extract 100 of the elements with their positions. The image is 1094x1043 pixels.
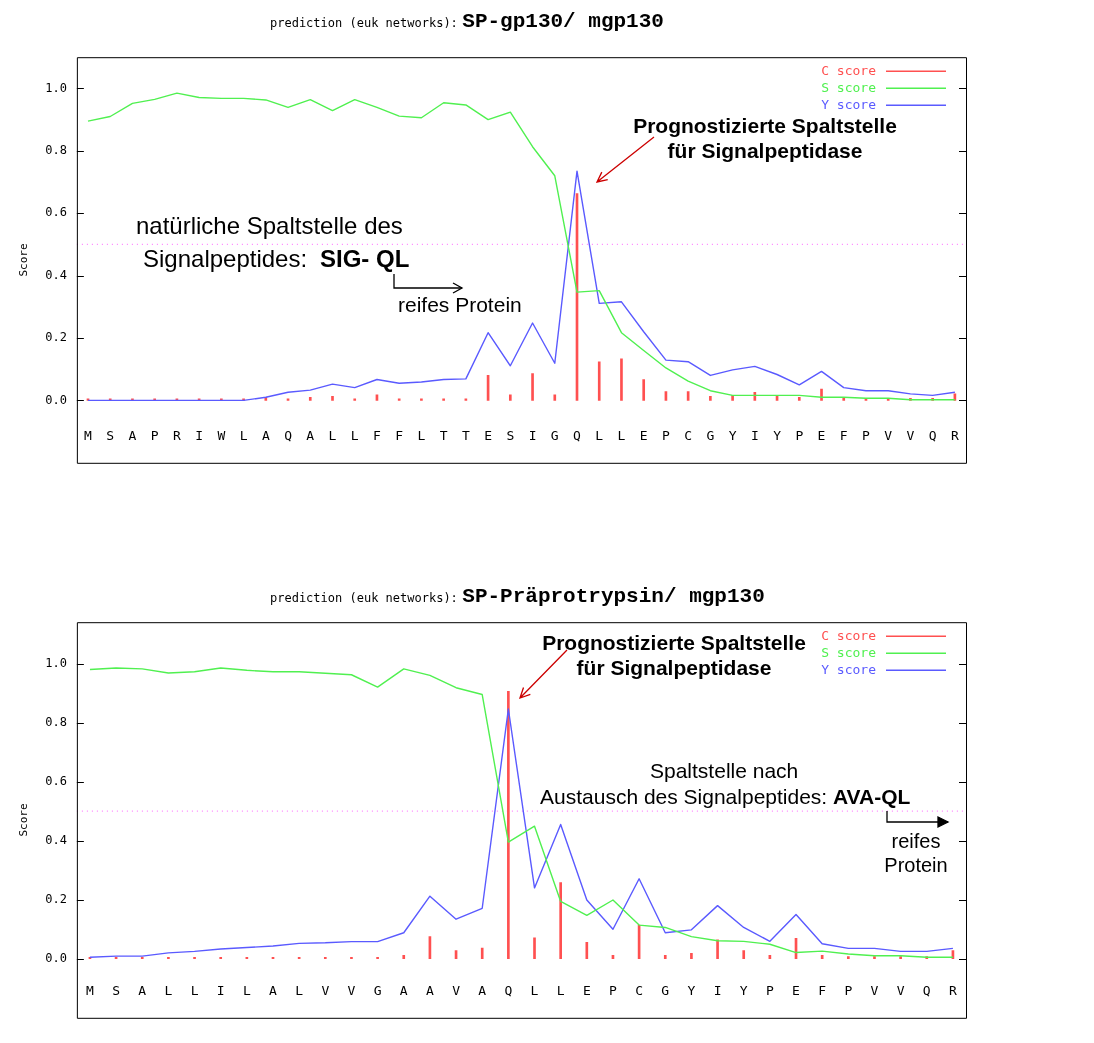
legend-label: C score bbox=[821, 62, 877, 78]
bar bbox=[709, 396, 712, 401]
bar bbox=[642, 379, 646, 401]
x-tick-label: E bbox=[817, 427, 826, 443]
x-tick-label: E bbox=[639, 427, 648, 443]
bar bbox=[480, 947, 484, 960]
bar bbox=[353, 398, 357, 401]
bar bbox=[167, 956, 170, 960]
x-tick-label: F bbox=[839, 427, 848, 443]
bar bbox=[559, 882, 562, 960]
x-tick-label: G bbox=[373, 982, 382, 998]
x-tick-label: I bbox=[713, 982, 722, 998]
x-tick-label: L bbox=[295, 982, 304, 998]
bar bbox=[397, 398, 401, 401]
x-tick-label: V bbox=[870, 982, 879, 998]
bar bbox=[442, 398, 445, 401]
x-tick-label: V bbox=[896, 982, 905, 998]
x-tick-label: L bbox=[595, 427, 604, 443]
x-tick-label: A bbox=[399, 982, 408, 998]
x-tick-label: M bbox=[86, 982, 95, 998]
x-tick-label: L bbox=[190, 982, 199, 998]
x-tick-label: V bbox=[884, 427, 893, 443]
x-tick-label: C bbox=[635, 982, 644, 998]
x-tick-label: S bbox=[106, 427, 115, 443]
x-tick-label: E bbox=[582, 982, 591, 998]
x-tick-label: P bbox=[150, 427, 159, 443]
y-tick-label: 0.2 bbox=[45, 330, 67, 345]
x-tick-label: S bbox=[506, 427, 515, 443]
bar bbox=[219, 956, 223, 960]
annotation: reifes Protein bbox=[883, 829, 949, 877]
x-tick-label: Q bbox=[284, 427, 293, 443]
chart-subtitle: SP-Präprotrypsin/ mgp130 bbox=[462, 585, 765, 608]
y-axis-title: Score bbox=[17, 803, 31, 837]
x-tick-label: C bbox=[684, 427, 693, 443]
x-tick-label: Q bbox=[573, 427, 582, 443]
x-tick-label: A bbox=[306, 427, 315, 443]
x-tick-label: G bbox=[706, 427, 715, 443]
annotation: Prognostizierte Spaltstelle für Signalpeptidase bbox=[541, 630, 807, 681]
x-tick-label: I bbox=[750, 427, 759, 443]
bar bbox=[797, 396, 801, 401]
y-tick-label: 1.0 bbox=[45, 80, 67, 95]
x-tick-label: V bbox=[906, 427, 915, 443]
bar bbox=[846, 956, 850, 960]
x-tick-label: F bbox=[395, 427, 404, 443]
bar bbox=[376, 956, 379, 960]
x-tick-label: V bbox=[347, 982, 356, 998]
bar bbox=[597, 361, 601, 401]
y-tick-label: 0.0 bbox=[45, 392, 67, 407]
bar bbox=[533, 937, 536, 960]
x-tick-label: S bbox=[112, 982, 121, 998]
x-tick-label: G bbox=[661, 982, 670, 998]
bar bbox=[420, 398, 423, 401]
x-tick-label: A bbox=[426, 982, 434, 998]
y-tick-label: 0.6 bbox=[45, 773, 67, 788]
legend-label: S score bbox=[821, 644, 877, 660]
bar bbox=[508, 394, 512, 401]
x-tick-label: T bbox=[439, 427, 448, 443]
x-tick-label: L bbox=[530, 982, 539, 998]
bar bbox=[402, 954, 406, 960]
annotation: SIG- QL bbox=[320, 245, 410, 274]
y-tick-label: 0.8 bbox=[45, 142, 67, 157]
bar bbox=[620, 358, 623, 401]
x-tick-label: W bbox=[217, 427, 226, 443]
x-tick-label: Q bbox=[928, 427, 937, 443]
x-tick-label: E bbox=[792, 982, 800, 998]
x-tick-label: Y bbox=[687, 982, 696, 998]
y-tick-label: 0.4 bbox=[45, 267, 67, 282]
x-tick-label: R bbox=[172, 427, 181, 443]
bar bbox=[585, 941, 589, 960]
x-tick-label: P bbox=[765, 982, 774, 998]
annotation: Spaltstelle nach bbox=[650, 758, 799, 784]
bar bbox=[690, 953, 693, 960]
x-tick-label: A bbox=[478, 982, 487, 998]
bar bbox=[820, 954, 824, 960]
legend-label: C score bbox=[821, 627, 877, 643]
y-axis-title: Score bbox=[17, 243, 31, 277]
x-tick-label: P bbox=[795, 427, 804, 443]
x-tick-label: L bbox=[242, 982, 251, 998]
x-tick-label: A bbox=[269, 982, 278, 998]
y-tick-label: 0.8 bbox=[45, 714, 67, 729]
bar bbox=[742, 950, 746, 960]
x-tick-label: F bbox=[818, 982, 827, 998]
x-tick-label: P bbox=[609, 982, 618, 998]
x-tick-label: Y bbox=[739, 982, 748, 998]
x-tick-label: L bbox=[617, 427, 626, 443]
x-tick-label: F bbox=[373, 427, 382, 443]
bar bbox=[553, 394, 557, 401]
legend-label: S score bbox=[821, 79, 877, 95]
x-tick-label: L bbox=[328, 427, 337, 443]
annotation: Austausch des Signalpeptides: bbox=[540, 784, 828, 810]
x-tick-label: G bbox=[550, 427, 559, 443]
x-tick-label: V bbox=[321, 982, 330, 998]
bar bbox=[716, 939, 719, 960]
bar bbox=[507, 690, 510, 960]
bar bbox=[140, 956, 144, 960]
annotation: Prognostizierte Spaltstelle für Signalpeptidase bbox=[632, 113, 898, 164]
y-tick-label: 0.2 bbox=[45, 891, 67, 906]
x-tick-label: I bbox=[216, 982, 225, 998]
x-tick-label: P bbox=[862, 427, 871, 443]
legend-label: Y score bbox=[821, 661, 877, 677]
